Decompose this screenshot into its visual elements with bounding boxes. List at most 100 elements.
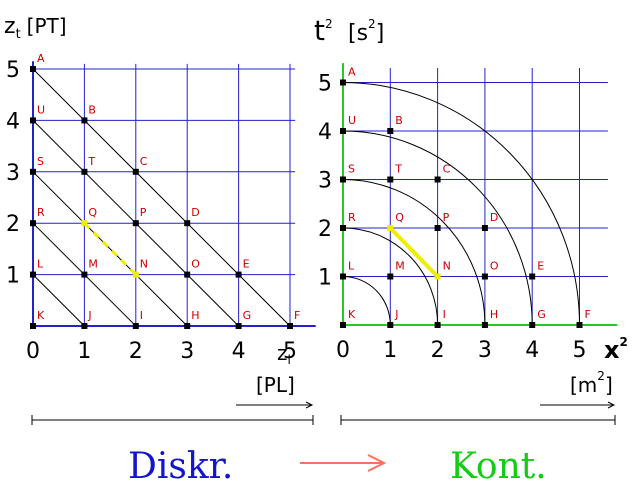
right-y-tick-5: 5 bbox=[318, 72, 332, 97]
left-point-A bbox=[30, 66, 36, 72]
left-point-label-J: J bbox=[87, 309, 91, 322]
right-point-K bbox=[340, 322, 346, 328]
right-point-label-H: H bbox=[490, 308, 498, 321]
left-point-label-H: H bbox=[191, 309, 199, 322]
right-point-N bbox=[434, 273, 441, 280]
right-point-G bbox=[529, 322, 536, 328]
left-point-label-D: D bbox=[191, 206, 199, 219]
left-point-label-N: N bbox=[140, 258, 148, 271]
right-point-M bbox=[387, 273, 394, 280]
right-point-B bbox=[387, 128, 394, 134]
right-point-label-C: C bbox=[443, 163, 451, 176]
left-x-tick-5: 5 bbox=[283, 339, 297, 364]
left-point-label-R: R bbox=[37, 206, 45, 219]
left-point-S bbox=[30, 168, 36, 175]
left-x-tick-1: 1 bbox=[77, 339, 91, 364]
arrow-right-icon bbox=[300, 454, 387, 472]
right-point-label-E: E bbox=[537, 260, 544, 273]
left-point-label-O: O bbox=[191, 258, 200, 271]
left-y-tick-2: 2 bbox=[6, 212, 20, 237]
left-point-label-T: T bbox=[87, 155, 95, 168]
left-point-label-L: L bbox=[37, 258, 44, 271]
right-unit-arrow bbox=[540, 401, 616, 409]
right-xlabel-unit: [m2] bbox=[570, 369, 613, 397]
left-point-H bbox=[184, 323, 191, 329]
left-point-label-F: F bbox=[294, 309, 300, 322]
left-point-D bbox=[184, 220, 191, 227]
right-x-tick-1: 1 bbox=[383, 338, 397, 363]
right-point-R bbox=[340, 225, 346, 231]
right-point-A bbox=[340, 79, 346, 86]
right-point-label-G: G bbox=[537, 308, 546, 321]
left-unit-arrow bbox=[236, 401, 314, 409]
right-point-label-Q: Q bbox=[395, 211, 404, 224]
right-point-H bbox=[481, 322, 488, 328]
right-point-label-I: I bbox=[443, 308, 446, 321]
left-y-tick-5: 5 bbox=[6, 58, 20, 83]
left-point-label-C: C bbox=[140, 155, 148, 168]
right-point-label-R: R bbox=[348, 211, 356, 224]
right-point-label-P: P bbox=[443, 211, 450, 224]
left-point-label-K: K bbox=[37, 309, 45, 322]
left-diagonal-5 bbox=[32, 68, 291, 327]
right-point-I bbox=[434, 322, 441, 328]
left-y-tick-1: 1 bbox=[6, 264, 20, 289]
left-point-L bbox=[30, 271, 36, 278]
left-diagonal-1 bbox=[32, 274, 85, 327]
left-point-label-E: E bbox=[243, 258, 250, 271]
left-point-label-M: M bbox=[88, 258, 98, 271]
left-x-tick-3: 3 bbox=[180, 339, 194, 364]
left-point-R bbox=[30, 220, 36, 227]
right-point-label-K: K bbox=[348, 308, 356, 321]
left-point-label-B: B bbox=[88, 103, 96, 116]
right-point-P bbox=[434, 225, 441, 231]
right-point-D bbox=[481, 225, 488, 231]
right-arc-2 bbox=[342, 227, 439, 326]
caption-discrete: Diskr. bbox=[128, 446, 233, 487]
left-point-label-P: P bbox=[140, 206, 147, 219]
right-point-Q bbox=[387, 225, 394, 231]
left-point-label-I: I bbox=[140, 309, 143, 322]
left-point-label-S: S bbox=[37, 155, 44, 168]
caption-continuous: Kont. bbox=[450, 446, 547, 487]
left-point-Q bbox=[81, 220, 88, 227]
right-point-T bbox=[387, 176, 394, 183]
right-y-tick-2: 2 bbox=[318, 217, 332, 242]
left-x-tick-0: 0 bbox=[26, 339, 40, 364]
right-point-label-O: O bbox=[490, 260, 499, 273]
right-x-tick-3: 3 bbox=[478, 338, 492, 363]
right-x-tick-0: 0 bbox=[336, 338, 350, 363]
right-point-label-M: M bbox=[395, 260, 405, 273]
left-y-tick-3: 3 bbox=[6, 161, 20, 186]
right-point-label-D: D bbox=[490, 211, 498, 224]
right-point-label-J: J bbox=[394, 308, 398, 321]
left-point-E bbox=[235, 271, 242, 278]
right-point-label-U: U bbox=[348, 114, 356, 127]
left-panel-discrete: 0 1 1 2 2 3 3 4 4 5 5 A U B S T C R Q P D L M N O E K J I H G F bbox=[6, 52, 316, 364]
right-point-F bbox=[576, 322, 583, 328]
right-point-label-N: N bbox=[443, 260, 451, 273]
right-baseline-bar bbox=[340, 415, 616, 425]
left-point-N bbox=[132, 271, 139, 278]
right-point-label-F: F bbox=[585, 308, 591, 321]
left-y-tick-4: 4 bbox=[6, 109, 20, 134]
left-point-B bbox=[81, 117, 88, 124]
left-x-tick-2: 2 bbox=[129, 339, 143, 364]
left-x-tick-4: 4 bbox=[232, 339, 246, 364]
left-point-P bbox=[132, 220, 139, 227]
left-point-T bbox=[81, 168, 88, 175]
left-baseline-bar bbox=[31, 415, 314, 425]
right-point-O bbox=[481, 273, 488, 280]
right-xlabel: x2 bbox=[604, 335, 628, 364]
right-x-tick-5: 5 bbox=[573, 338, 587, 363]
left-point-U bbox=[30, 117, 36, 124]
left-point-label-U: U bbox=[37, 103, 45, 116]
right-point-label-T: T bbox=[394, 163, 402, 176]
right-point-label-L: L bbox=[348, 260, 355, 273]
left-ylabel: zt [PT] bbox=[4, 14, 67, 42]
right-point-L bbox=[340, 273, 346, 280]
left-point-M bbox=[81, 271, 88, 278]
right-arc-1 bbox=[342, 276, 391, 326]
